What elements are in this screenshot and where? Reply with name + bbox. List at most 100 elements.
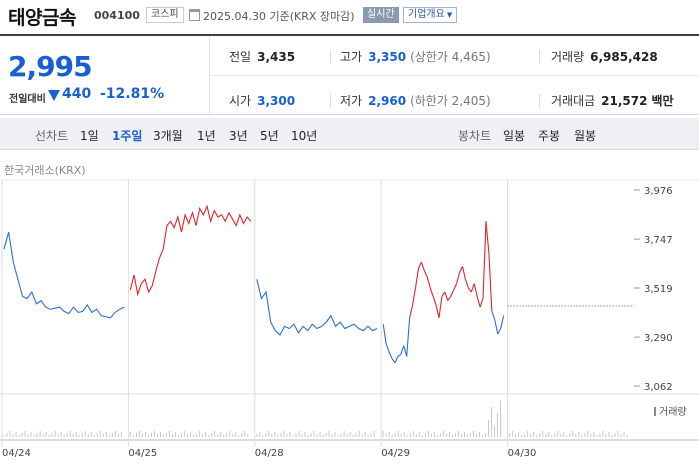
line-chart-label: 선차트 [35,129,69,143]
stat-label: 저가 [340,94,363,108]
divider [539,50,540,64]
y-tick-label: 3,976 [644,186,673,197]
stat-value: 6,985,428 [590,50,658,64]
stat-sub: (상한가 4,465) [410,50,491,64]
stock-name: 태양금속 [8,7,76,29]
price-line-segment [479,298,484,308]
y-tick-label: 3,290 [644,333,673,344]
price-line-04-28 [256,279,378,336]
price-chart[interactable]: 한국거래소(KRX) 3,976 3,747 3,519 3,290 3,062 04/2… [0,150,699,467]
period-10y[interactable]: 10년 [291,129,318,143]
stat-label: 거래량 [551,50,585,64]
volume-legend-label: 거래량 [659,407,687,418]
down-arrow-icon [48,90,60,101]
stat-value: 3,350 [368,50,407,64]
price-line-segment [406,317,411,357]
price-line-segment [476,296,481,308]
candle-monthly[interactable]: 월봉 [574,129,597,143]
x-tick-label: 04/28 [255,448,284,459]
price-line-segment [488,253,493,312]
company-info-dropdown[interactable]: 기업개요 ▼ [403,7,458,23]
stat-value: 2,960 [368,94,407,108]
price-line-segment [435,304,440,318]
price-line-segment [420,261,425,271]
stat-low: 저가 2,960 (하한가 2,405) [340,92,491,109]
price-line-segment [441,291,446,297]
stat-label: 거래대금 [551,94,596,108]
current-price: 2,995 [8,50,93,83]
period-1w[interactable]: 1주일 [112,129,143,143]
price-line-segment [444,291,449,301]
price-line-segment [429,287,434,297]
chart-source: 한국거래소(KRX) [4,164,86,177]
stat-open: 시가 3,300 [229,92,295,109]
price-line-segment [388,351,393,359]
y-tick-label: 3,062 [644,382,673,393]
company-info-label: 기업개요 [408,9,445,20]
y-tick-label: 3,747 [644,235,673,246]
stat-amount: 거래대금 21,572 백만 [551,92,674,109]
change-value: 440 [62,86,92,102]
stat-value: 3,300 [257,94,296,108]
divider [330,94,331,108]
price-line-segment [423,270,428,278]
period-1d[interactable]: 1일 [80,129,99,143]
stat-label: 전일 [229,50,252,64]
price-line-segment [461,266,466,280]
price-line-segment [414,268,419,288]
x-tick-label: 04/30 [508,448,537,459]
price-line-segment [400,345,405,355]
price-line-segment [497,328,502,335]
divider [330,50,331,64]
stat-high: 고가 3,350 (상한가 4,465) [340,48,491,65]
current-price-box: 2,995 전일대비 440 -12.81% [0,36,210,115]
price-line-segment [447,296,452,301]
price-line-segment [459,266,463,274]
x-tick-label: 04/24 [2,448,31,459]
stat-unit: 백만 [651,94,674,108]
period-5y[interactable]: 5년 [260,129,279,143]
price-line-segment [432,296,437,306]
candle-weekly[interactable]: 주봉 [538,129,561,143]
price-line-segment [417,261,422,269]
period-1y[interactable]: 1년 [197,129,216,143]
x-tick-label: 04/29 [381,448,410,459]
period-3m[interactable]: 3개월 [153,129,183,143]
chart-toolbar: 선차트 1일 1주일 3개월 1년 3년 5년 10년 봉차트 일봉 주봉 월봉 [0,118,699,150]
calendar-icon [189,9,200,21]
stat-value: 21,572 [601,94,648,108]
stat-sub: (하한가 2,405) [410,94,491,108]
candle-chart-label: 봉차트 [458,129,492,143]
price-line-segment [491,311,496,321]
price-line-04-24 [3,231,125,319]
stock-header: 태양금속 004100 코스피 2025.04.30 기준(KRX 장마감) 실… [0,0,699,32]
chart-canvas: 3,976 3,747 3,519 3,290 3,062 04/24 04/25 04/28… [0,179,699,459]
divider [539,94,540,108]
price-line-segment [394,356,399,364]
candle-daily[interactable]: 일봉 [503,129,526,143]
chevron-down-icon: ▼ [446,11,453,19]
price-line-segment [482,221,487,299]
base-date: 2025.04.30 기준(KRX 장마감) [203,10,355,23]
stat-label: 시가 [229,94,252,108]
price-line-segment [391,358,396,364]
price-line-segment [403,345,408,357]
x-tick-label: 04/25 [128,448,157,459]
change-percent: -12.81% [100,86,165,102]
stock-code: 004100 [94,9,140,22]
stat-volume: 거래량 6,985,428 [551,48,658,65]
price-line-segment [485,221,490,254]
volume-legend: 거래량 [654,403,687,418]
market-badge: 코스피 [146,7,184,23]
price-line-segment [412,287,417,306]
stat-label: 고가 [340,50,363,64]
price-line-segment [385,343,390,353]
price-line-segment [438,296,443,318]
volume-legend-swatch [654,407,656,416]
price-line-segment [450,289,455,297]
price-line-segment [382,324,387,344]
realtime-button[interactable]: 실시간 [363,7,399,23]
period-3y[interactable]: 3년 [229,129,248,143]
price-line-segment [494,319,499,335]
y-tick-label: 3,519 [644,284,673,295]
